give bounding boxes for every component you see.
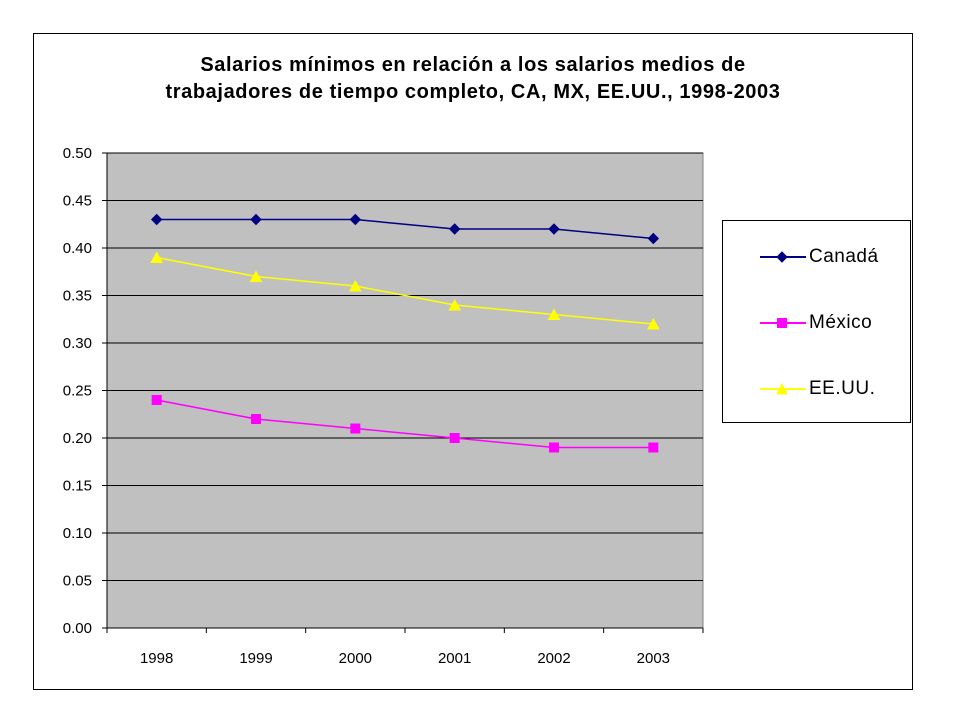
y-tick-label: 0.10 [63,525,92,542]
data-point [151,395,162,405]
chart-title-line-2: trabajadores de tiempo completo, CA, MX,… [165,81,781,103]
chart-title: Salarios mínimos en relación a los salar… [33,52,913,106]
data-point [150,213,163,226]
data-point [549,442,559,453]
legend-label-mexico: México [809,312,873,333]
y-tick-label: 0.20 [63,430,92,447]
x-tick-label: 2001 [438,650,471,667]
data-point [547,308,561,320]
x-tick-label: 1998 [140,650,173,667]
y-tick-label: 0.45 [63,193,92,210]
data-point [548,223,560,235]
series-line [156,218,654,240]
data-point [249,270,263,282]
legend: Canadá México EE.UU. [722,220,911,423]
data-point [448,298,462,311]
y-tick-label: 0.40 [63,240,92,257]
x-tick-label: 2002 [537,650,570,667]
legend-label-eeuu: EE.UU. [809,378,876,399]
data-point [449,433,460,443]
diamond-marker-icon [776,251,788,263]
y-tick-label: 0.30 [63,335,92,352]
data-point [349,213,362,226]
data-point [350,423,361,434]
x-tick-label: 2000 [339,650,372,667]
y-tick-label: 0.35 [63,288,92,305]
data-point [150,251,164,263]
y-tick-label: 0.05 [63,573,92,590]
legend-item-canada: Canadá [723,245,910,269]
data-point [646,317,660,330]
data-point [648,442,659,453]
y-tick-label: 0.15 [63,478,92,495]
legend-label-canada: Canadá [809,246,879,267]
x-tick-label: 2003 [637,650,670,667]
data-point [250,213,262,226]
legend-item-eeuu: EE.UU. [723,377,910,401]
data-point [448,223,461,235]
data-point [348,279,362,292]
series-line [156,256,654,325]
triangle-marker-icon [776,383,788,395]
y-tick-label: 0.25 [63,383,92,400]
series-line [156,399,654,449]
legend-item-mexico: México [723,311,910,335]
data-point [251,414,261,424]
y-tick-label: 0.50 [63,145,92,162]
y-tick-label: 0.00 [63,620,92,637]
data-point [647,232,660,245]
x-tick-label: 1999 [239,650,272,667]
chart-title-line-1: Salarios mínimos en relación a los salar… [200,54,746,76]
square-marker-icon [777,318,787,328]
